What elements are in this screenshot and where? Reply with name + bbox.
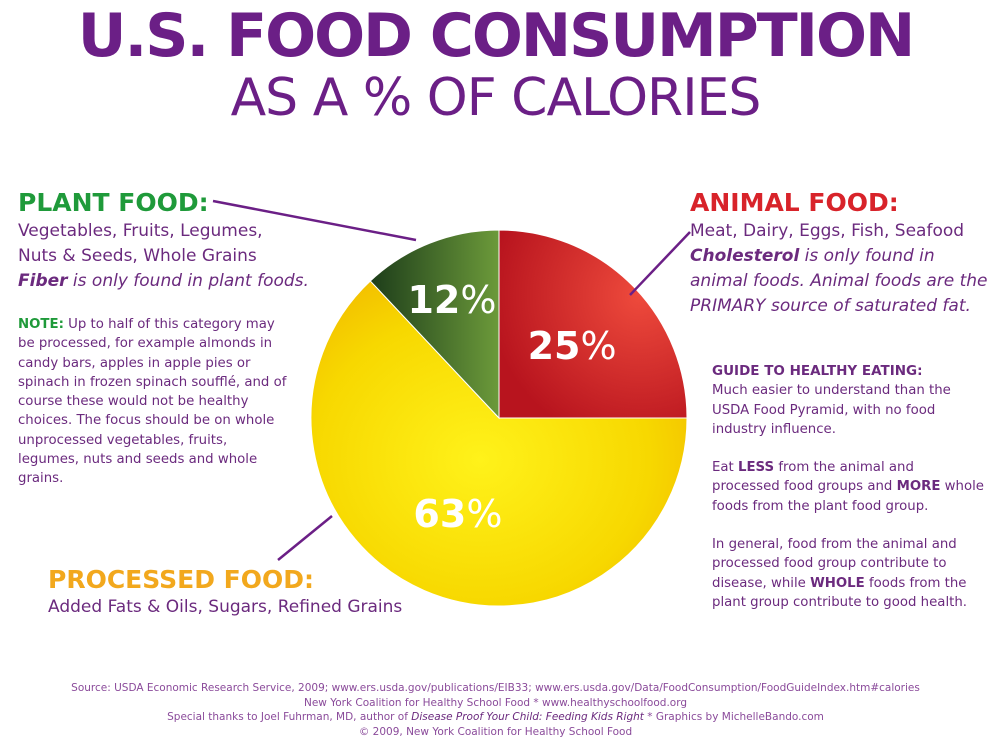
guide-paragraph-1: Much easier to understand than the USDA … [712, 383, 951, 437]
page-title: U.S. FOOD CONSUMPTION [77, 1, 915, 71]
plant-leader-line [212, 199, 417, 242]
footer-thanks-b: * Graphics by MichelleBando.com [643, 711, 824, 723]
animal-line-1: Meat, Dairy, Eggs, Fish, Seafood [690, 221, 965, 241]
page-subtitle: AS A % OF CALORIES [230, 68, 762, 128]
guide-title: GUIDE TO HEALTHY EATING: [712, 363, 923, 379]
guide-whole: WHOLE [810, 575, 865, 591]
guide-p3-a: In general, food from the animal and pro… [712, 537, 957, 591]
plant-food-heading: PLANT FOOD: [18, 188, 209, 217]
plant-fiber-line: Fiber is only found in plant foods. [18, 269, 348, 294]
footer-source: Source: USDA Economic Research Service, … [71, 682, 920, 694]
animal-cholesterol-text: Cholesterol is only found in animal food… [690, 244, 990, 319]
guide-p3-b: foods from the plant group contribute to… [712, 575, 968, 610]
processed-leader-line [277, 515, 333, 561]
processed-food-heading: PROCESSED FOOD: [48, 565, 315, 594]
plant-line-2: Nuts & Seeds, Whole Grains [18, 246, 257, 266]
pie-slice-animal-food [498, 229, 688, 419]
pie-label-processed-food: 63% [413, 492, 502, 536]
footer-coalition: New York Coalition for Healthy School Fo… [303, 696, 688, 709]
guide-paragraph-3: In general, food from the animal and pro… [712, 535, 984, 612]
cholesterol-word: Cholesterol [690, 246, 800, 266]
fiber-rest: is only found in plant foods. [67, 271, 309, 291]
fiber-word: Fiber [18, 271, 68, 291]
guide-paragraph-2: Eat LESS from the animal and processed f… [712, 458, 984, 516]
footer-book-title: Disease Proof Your Child: Feeding Kids R… [411, 711, 644, 723]
pie-label-plant-food: 12% [407, 278, 496, 322]
source-footer: Source: USDA Economic Research Service, … [0, 681, 991, 739]
cholesterol-tail: Animal foods are the PRIMARY source of s… [690, 271, 988, 316]
footer-thanks: Special thanks to Joel Fuhrman, MD, auth… [0, 710, 991, 725]
footer-copyright: © 2009, New York Coalition for Healthy S… [358, 725, 633, 738]
guide-p2-a: Eat [712, 460, 738, 476]
guide-p2-c: whole foods from the plant food group. [712, 479, 984, 514]
footer-thanks-a: Special thanks to Joel Fuhrman, MD, auth… [167, 711, 412, 723]
pie-label-animal-food: 25% [528, 324, 617, 368]
plant-food-description: Vegetables, Fruits, Legumes, Nuts & Seed… [18, 219, 348, 294]
note-label: NOTE: [18, 317, 64, 332]
note-text: Up to half of this category may be proce… [18, 317, 287, 487]
plant-note: NOTE: Up to half of this category may be… [18, 315, 288, 489]
processed-food-description: Added Fats & Oils, Sugars, Refined Grain… [48, 597, 403, 617]
guide-less: LESS [738, 460, 775, 476]
guide-more: MORE [896, 479, 941, 495]
animal-food-description: Meat, Dairy, Eggs, Fish, Seafood Cholest… [690, 219, 990, 319]
pie-slice-processed-food [310, 280, 688, 607]
pie-slice-plant-food [369, 229, 500, 420]
animal-leader-line [629, 231, 691, 296]
guide-p2-b: from the animal and processed food group… [712, 460, 914, 495]
healthy-eating-guide: GUIDE TO HEALTHY EATING: Much easier to … [712, 362, 984, 631]
animal-food-heading: ANIMAL FOOD: [690, 188, 899, 217]
plant-line-1: Vegetables, Fruits, Legumes, [18, 221, 263, 241]
cholesterol-rest: is only found in animal foods. [690, 246, 935, 291]
